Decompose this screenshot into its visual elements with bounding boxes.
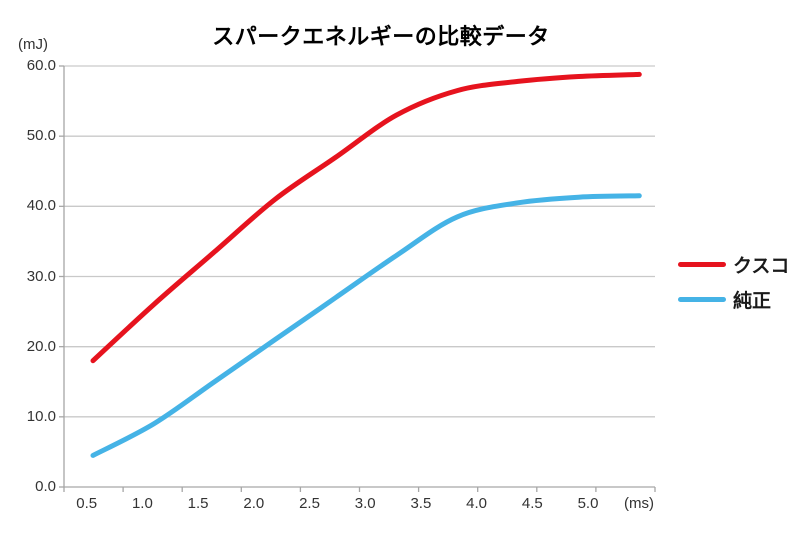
y-tick-label: 60.0: [26, 57, 56, 74]
series-line-0: [90, 71, 642, 364]
y-tick-label: 0.0: [35, 478, 56, 495]
x-tick-label: 5.0: [577, 495, 599, 512]
chart-title: スパークエネルギーの比較データ: [212, 24, 550, 49]
x-tick-label: 4.0: [466, 495, 488, 512]
legend-label: 純正: [733, 290, 772, 312]
y-axis-unit-label: (mJ): [18, 36, 48, 53]
x-tick-label: 3.0: [354, 495, 376, 512]
y-tick-label: 30.0: [26, 267, 56, 285]
series-line-1: [90, 193, 642, 458]
x-axis-unit-label: (ms): [624, 495, 654, 512]
x-tick-label: 0.5: [76, 495, 98, 512]
y-tick-label: 20.0: [26, 337, 56, 355]
x-tick-label: 1.5: [187, 495, 209, 512]
x-tick-label: 2.5: [299, 495, 320, 512]
legend-item-1: 純正: [678, 287, 798, 312]
axis-tick-marks: [59, 65, 656, 492]
x-tick-label: 2.0: [243, 495, 265, 512]
x-tick-label: 4.5: [521, 495, 543, 512]
legend-item-0: クスコ: [678, 252, 798, 277]
x-tick-label: 3.5: [410, 495, 432, 512]
gridlines: [64, 65, 655, 418]
legend: クスコ 純正: [678, 252, 798, 322]
legend-line-swatch: [678, 261, 726, 267]
legend-label: クスコ: [733, 255, 790, 277]
y-tick-label: 40.0: [26, 197, 56, 215]
series-lines: [90, 71, 642, 458]
y-tick-label: 50.0: [26, 127, 56, 145]
x-tick-label: 1.0: [131, 495, 153, 512]
legend-line-swatch: [678, 296, 726, 302]
y-tick-label: 10.0: [26, 407, 56, 425]
